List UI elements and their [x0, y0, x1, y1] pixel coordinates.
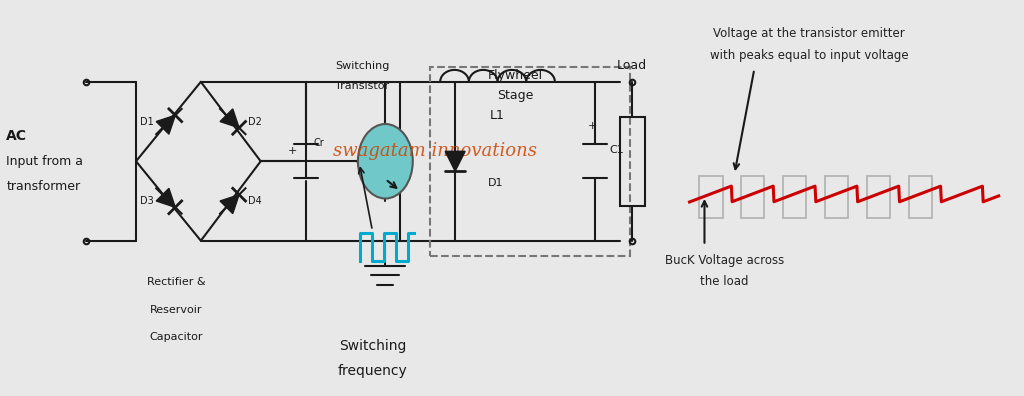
- Text: Flywheel: Flywheel: [487, 69, 543, 82]
- Text: Load: Load: [616, 59, 647, 72]
- Text: D1: D1: [488, 178, 504, 188]
- Text: transformer: transformer: [6, 179, 81, 192]
- Text: Voltage at the transistor emitter: Voltage at the transistor emitter: [714, 27, 905, 40]
- Text: Transistor: Transistor: [335, 81, 389, 91]
- Bar: [909, 176, 932, 218]
- Polygon shape: [157, 188, 175, 207]
- Text: +: +: [588, 122, 597, 131]
- Text: Input from a: Input from a: [6, 155, 83, 168]
- Ellipse shape: [358, 124, 413, 198]
- Text: Switching: Switching: [335, 61, 389, 71]
- Text: Switching: Switching: [339, 339, 407, 353]
- Bar: [741, 176, 764, 218]
- Text: swagatam innovations: swagatam innovations: [333, 142, 538, 160]
- Text: BucK Voltage across: BucK Voltage across: [665, 253, 784, 267]
- Polygon shape: [220, 109, 240, 128]
- Text: L1: L1: [489, 109, 505, 122]
- Text: frequency: frequency: [338, 364, 408, 378]
- Text: Rectifier &: Rectifier &: [146, 277, 205, 287]
- Text: D1: D1: [140, 116, 154, 127]
- Text: Reservoir: Reservoir: [150, 305, 202, 315]
- Bar: [825, 176, 848, 218]
- Text: D4: D4: [248, 196, 261, 206]
- Bar: [620, 116, 645, 206]
- Text: Cr: Cr: [313, 138, 325, 148]
- Bar: [867, 176, 890, 218]
- Bar: [783, 176, 806, 218]
- Text: +: +: [288, 146, 297, 156]
- Bar: [699, 176, 723, 218]
- Text: the load: the load: [700, 275, 749, 288]
- Text: D2: D2: [248, 116, 262, 127]
- Text: C1: C1: [609, 145, 625, 155]
- Text: AC: AC: [6, 129, 28, 143]
- Polygon shape: [220, 195, 240, 213]
- Polygon shape: [157, 115, 175, 134]
- Text: D3: D3: [140, 196, 154, 206]
- Polygon shape: [445, 151, 465, 171]
- Text: Stage: Stage: [497, 89, 534, 102]
- Bar: [430, 67, 630, 255]
- Text: Capacitor: Capacitor: [150, 332, 203, 342]
- Text: with peaks equal to input voltage: with peaks equal to input voltage: [710, 49, 908, 62]
